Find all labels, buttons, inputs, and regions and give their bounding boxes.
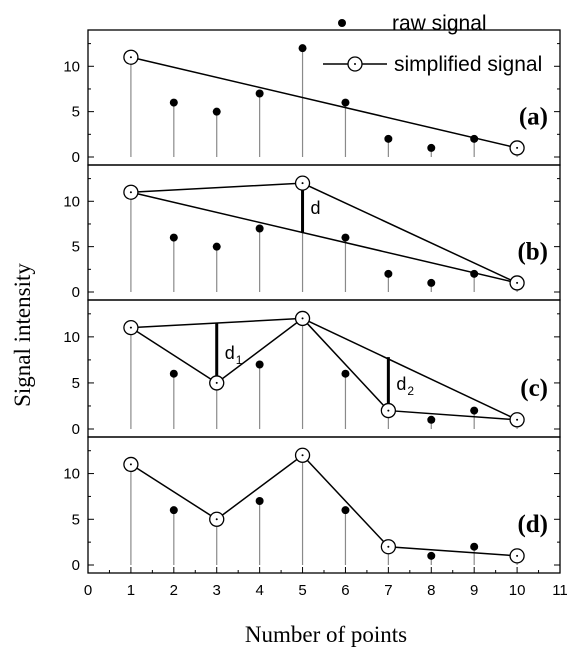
simplified-point-center (129, 191, 132, 194)
raw-point (169, 98, 178, 107)
y-tick-label: 10 (63, 193, 80, 210)
raw-point (255, 224, 264, 233)
panel-frame (87, 436, 561, 574)
y-tick-label: 5 (72, 511, 80, 528)
raw-point (212, 242, 221, 251)
y-axis-title: Signal intensity (10, 263, 35, 407)
simplified-point-center (301, 317, 304, 320)
panel-frame (87, 29, 561, 166)
panel-frame (87, 164, 561, 301)
simplified-point-center (301, 182, 304, 185)
x-tick-label: 9 (470, 582, 478, 599)
x-tick-label: 2 (170, 582, 178, 599)
y-tick-label: 5 (72, 375, 80, 392)
raw-point (470, 269, 479, 278)
raw-point (470, 134, 479, 143)
y-tick-label: 0 (72, 421, 80, 438)
x-tick-label: 8 (427, 582, 435, 599)
simplified-point-center (516, 146, 519, 149)
raw-point (298, 44, 307, 53)
y-tick-label: 10 (63, 329, 80, 346)
y-tick-label: 5 (72, 104, 80, 121)
panel-label: (c) (520, 375, 548, 402)
raw-point (427, 278, 436, 287)
simplified-point-center (129, 463, 132, 466)
raw-point (427, 415, 436, 424)
raw-point (341, 233, 350, 242)
raw-point (341, 506, 350, 515)
x-tick-label: 10 (509, 582, 526, 599)
x-tick-label: 11 (552, 582, 568, 599)
y-tick-label: 0 (72, 149, 80, 166)
raw-point (384, 134, 393, 143)
simplified-point-center (129, 56, 132, 59)
simplified-point-center (516, 418, 519, 421)
raw-point (470, 406, 479, 415)
legend-simplified-center (354, 63, 356, 65)
simplified-point-center (215, 518, 218, 521)
distance-label: d (396, 374, 406, 394)
simplified-point-center (129, 326, 132, 329)
simplified-line (130, 317, 518, 421)
raw-point (255, 89, 264, 98)
x-tick-label: 6 (341, 582, 349, 599)
simplified-point-center (301, 454, 304, 457)
legend-raw-marker (338, 19, 346, 27)
raw-point (255, 497, 264, 505)
x-tick-label: 7 (384, 582, 392, 599)
x-tick-label: 0 (84, 582, 92, 599)
distance-label-sub: 1 (236, 353, 243, 367)
raw-point (384, 269, 393, 278)
distance-label: d (225, 343, 235, 363)
simplified-point-center (215, 381, 218, 384)
raw-point (169, 506, 178, 515)
x-tick-label: 1 (127, 582, 135, 599)
distance-label-sub: 2 (407, 384, 414, 398)
raw-point (427, 143, 436, 152)
raw-point (169, 233, 178, 242)
raw-point (470, 542, 479, 551)
x-axis: 0 1 2 3 4 5 6 7 8 9 10 11 (84, 567, 568, 599)
panel-label: (a) (519, 104, 548, 131)
panel-2: 0 5 10 d (b) (63, 164, 561, 301)
simplified-point-center (516, 281, 519, 284)
panel-frame (87, 299, 561, 438)
simplified-point-center (387, 545, 390, 548)
raw-point (427, 551, 436, 560)
distance-label: d (311, 198, 321, 218)
simplified-line (130, 182, 518, 284)
x-tick-label: 4 (255, 582, 263, 599)
legend-simplified-label: simplified signal (394, 53, 542, 76)
chord-line (302, 317, 518, 421)
x-tick-label: 3 (213, 582, 221, 599)
legend-raw-label: raw signal (392, 12, 487, 35)
simplified-line (130, 56, 518, 149)
simplified-line (130, 454, 518, 557)
raw-point (341, 369, 350, 378)
panel-4: 0 5 10 (d) (63, 436, 561, 574)
y-tick-label: 5 (72, 239, 80, 256)
legend: raw signal simplified signal (323, 12, 542, 76)
raw-point (169, 369, 178, 378)
y-tick-label: 10 (63, 58, 80, 75)
raw-point (212, 107, 221, 116)
panel-label: (b) (517, 239, 548, 266)
raw-point (255, 360, 264, 369)
panel-label: (d) (517, 511, 548, 538)
y-tick-label: 10 (63, 466, 80, 483)
raw-point (341, 98, 350, 107)
y-tick-label: 0 (72, 284, 80, 301)
simplified-point-center (516, 554, 519, 557)
panel-1: 0 5 10 (a) (63, 29, 561, 166)
x-axis-title: Number of points (245, 622, 407, 647)
simplified-point-center (387, 409, 390, 412)
y-tick-label: 0 (72, 557, 80, 574)
x-tick-label: 5 (298, 582, 306, 599)
chord-line (130, 191, 518, 284)
